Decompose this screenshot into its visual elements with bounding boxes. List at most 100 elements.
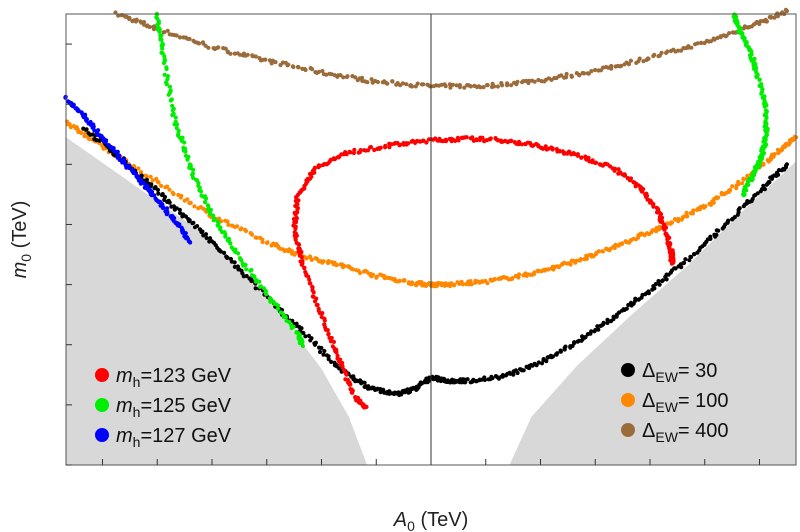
data-point [745, 173, 750, 178]
data-point [382, 276, 387, 281]
data-point [593, 67, 598, 73]
data-point [605, 317, 610, 322]
data-point [223, 46, 228, 51]
excluded-region [66, 137, 796, 466]
data-point [322, 348, 327, 354]
data-point [150, 178, 155, 183]
data-point [203, 232, 209, 237]
data-point [204, 235, 209, 241]
data-point [320, 311, 325, 316]
legend-marker [95, 398, 109, 412]
data-point [292, 230, 297, 235]
y-axis-title: m0 (TeV) [9, 201, 34, 279]
data-point [358, 148, 363, 153]
data-point [640, 189, 645, 194]
data-point [180, 135, 185, 140]
data-point [317, 349, 323, 355]
data-point [716, 195, 721, 200]
data-point [727, 30, 732, 36]
data-point [165, 211, 170, 216]
data-point [676, 216, 681, 222]
legend-label: mh=127 GeV [116, 425, 232, 450]
data-point [302, 265, 307, 270]
data-point [601, 320, 606, 325]
data-point [564, 75, 569, 80]
data-point [329, 359, 334, 364]
data-point [180, 230, 185, 235]
data-point [293, 198, 298, 204]
data-point [253, 54, 258, 59]
data-point [316, 69, 322, 74]
data-point [97, 138, 102, 143]
data-point [191, 167, 196, 172]
data-point [156, 191, 161, 196]
legend-label: ΔEW= 400 [642, 420, 729, 445]
legend-marker [95, 428, 109, 442]
data-point [628, 58, 634, 63]
legend-label: mh=125 GeV [116, 395, 232, 420]
data-point [360, 403, 365, 408]
data-point [309, 257, 314, 262]
data-point [689, 254, 694, 260]
series-mh-123-gev [291, 135, 676, 410]
data-point [623, 239, 628, 244]
data-point [716, 228, 721, 233]
data-point [398, 142, 403, 147]
data-point [353, 395, 358, 400]
data-point [651, 204, 656, 209]
data-point [327, 335, 332, 340]
data-point [519, 142, 525, 147]
legend-sub: EW [655, 429, 678, 445]
legend-sub: h [133, 434, 141, 450]
data-point [784, 162, 790, 167]
data-point [622, 173, 628, 178]
data-point [766, 180, 771, 185]
data-point [453, 138, 458, 143]
data-point [191, 220, 196, 225]
data-point [468, 84, 473, 89]
data-point [761, 183, 766, 188]
data-point [667, 245, 672, 250]
data-point [669, 261, 675, 266]
data-point [490, 376, 495, 381]
data-point [563, 344, 568, 349]
data-point [689, 45, 694, 50]
data-point [443, 84, 448, 89]
data-point [708, 234, 713, 239]
data-point [448, 85, 453, 90]
x-axis-title: A0 (TeV) [393, 509, 468, 532]
data-point [321, 259, 326, 264]
legend-value: =125 GeV [140, 395, 231, 417]
data-point [769, 14, 774, 20]
data-point [464, 135, 469, 140]
data-point [748, 52, 754, 58]
data-point [177, 207, 182, 212]
data-point [165, 206, 170, 211]
data-point [244, 267, 249, 272]
x-axis-unit: (TeV) [415, 509, 468, 531]
data-point [652, 52, 657, 58]
legend-value: =127 GeV [140, 425, 231, 447]
data-point [756, 159, 761, 164]
legend-marker [621, 423, 635, 437]
data-point [726, 218, 731, 223]
data-point [63, 95, 68, 100]
data-point [579, 155, 584, 160]
data-point [139, 170, 144, 175]
series-mh-127-gev [63, 94, 193, 245]
data-point [309, 67, 315, 72]
data-point [360, 75, 365, 80]
data-point [741, 192, 746, 197]
data-point [559, 73, 564, 78]
data-point [509, 83, 514, 88]
data-point [500, 373, 505, 378]
data-point [291, 64, 296, 70]
data-point [421, 82, 426, 87]
data-point [337, 366, 342, 371]
data-point [572, 340, 577, 345]
series--ew-30 [81, 126, 790, 398]
data-point [249, 278, 254, 284]
data-point [283, 315, 288, 320]
